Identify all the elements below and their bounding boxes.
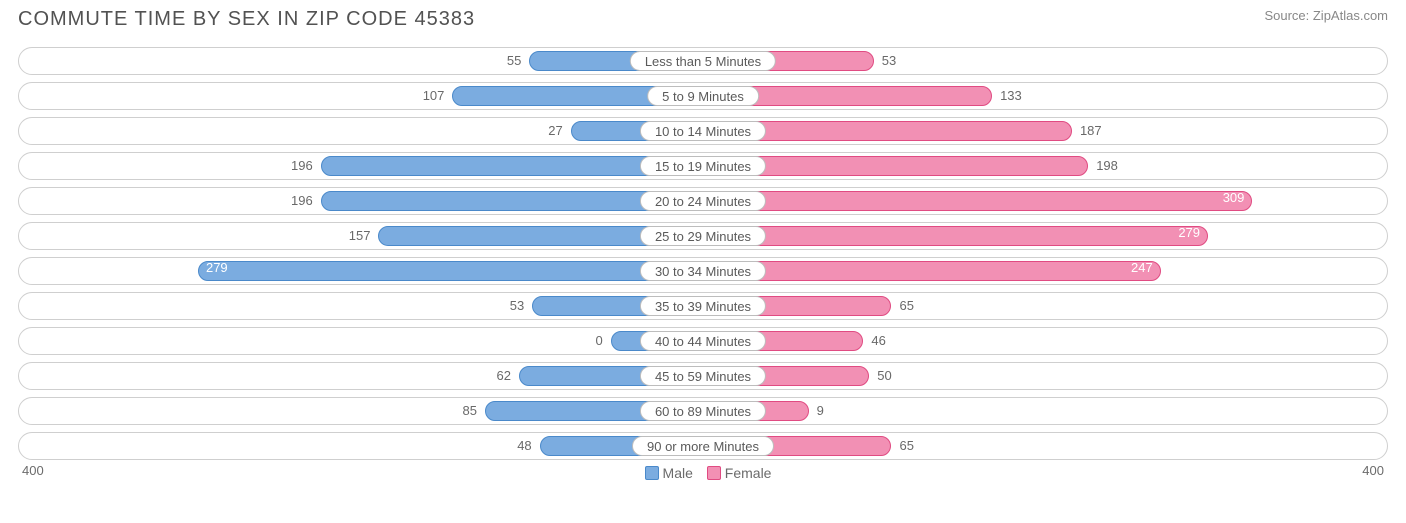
male-value: 196 — [291, 193, 313, 208]
male-value: 53 — [510, 298, 524, 313]
female-value: 65 — [899, 438, 913, 453]
category-label: 90 or more Minutes — [632, 436, 774, 456]
male-value: 27 — [548, 123, 562, 138]
category-label: 25 to 29 Minutes — [640, 226, 766, 246]
chart-row: 55 53 Less than 5 Minutes — [18, 47, 1388, 75]
chart-row: 0 46 40 to 44 Minutes — [18, 327, 1388, 355]
category-label: 10 to 14 Minutes — [640, 121, 766, 141]
chart-area: 55 53 Less than 5 Minutes 107 133 5 to 9 Minu… — [0, 35, 1406, 460]
chart-row: 107 133 5 to 9 Minutes — [18, 82, 1388, 110]
female-value: 50 — [877, 368, 891, 383]
category-label: Less than 5 Minutes — [630, 51, 776, 71]
chart-row: 196 309 20 to 24 Minutes — [18, 187, 1388, 215]
male-value: 85 — [462, 403, 476, 418]
chart-row: 196 198 15 to 19 Minutes — [18, 152, 1388, 180]
male-value: 107 — [423, 88, 445, 103]
legend-female-label: Female — [725, 465, 772, 481]
female-value: 198 — [1096, 158, 1118, 173]
chart-row: 48 65 90 or more Minutes — [18, 432, 1388, 460]
male-value: 0 — [595, 333, 602, 348]
category-label: 20 to 24 Minutes — [640, 191, 766, 211]
male-value: 62 — [496, 368, 510, 383]
female-bar — [703, 226, 1208, 246]
male-value: 55 — [507, 53, 521, 68]
male-value: 48 — [517, 438, 531, 453]
female-value: 247 — [1131, 260, 1153, 275]
legend-male-label: Male — [663, 465, 693, 481]
category-label: 15 to 19 Minutes — [640, 156, 766, 176]
chart-title: COMMUTE TIME BY SEX IN ZIP CODE 45383 — [18, 8, 475, 31]
chart-row: 85 9 60 to 89 Minutes — [18, 397, 1388, 425]
axis-left-max: 400 — [22, 463, 44, 478]
male-value: 157 — [349, 228, 371, 243]
category-label: 40 to 44 Minutes — [640, 331, 766, 351]
female-swatch — [707, 466, 721, 480]
male-bar — [198, 261, 703, 281]
chart-row: 62 50 45 to 59 Minutes — [18, 362, 1388, 390]
female-value: 9 — [817, 403, 824, 418]
category-label: 5 to 9 Minutes — [647, 86, 759, 106]
category-label: 60 to 89 Minutes — [640, 401, 766, 421]
category-label: 30 to 34 Minutes — [640, 261, 766, 281]
male-value: 279 — [206, 260, 228, 275]
male-value: 196 — [291, 158, 313, 173]
chart-row: 279 247 30 to 34 Minutes — [18, 257, 1388, 285]
source-label: Source: ZipAtlas.com — [1264, 8, 1388, 23]
female-bar — [703, 191, 1252, 211]
female-bar — [703, 261, 1161, 281]
female-value: 53 — [882, 53, 896, 68]
female-value: 133 — [1000, 88, 1022, 103]
category-label: 35 to 39 Minutes — [640, 296, 766, 316]
male-swatch — [645, 466, 659, 480]
female-value: 279 — [1178, 225, 1200, 240]
axis-right-max: 400 — [1362, 463, 1384, 478]
female-value: 65 — [899, 298, 913, 313]
female-value: 187 — [1080, 123, 1102, 138]
chart-row: 53 65 35 to 39 Minutes — [18, 292, 1388, 320]
category-label: 45 to 59 Minutes — [640, 366, 766, 386]
chart-row: 27 187 10 to 14 Minutes — [18, 117, 1388, 145]
legend: Male Female — [18, 463, 1388, 481]
chart-row: 157 279 25 to 29 Minutes — [18, 222, 1388, 250]
female-value: 46 — [871, 333, 885, 348]
female-value: 309 — [1223, 190, 1245, 205]
